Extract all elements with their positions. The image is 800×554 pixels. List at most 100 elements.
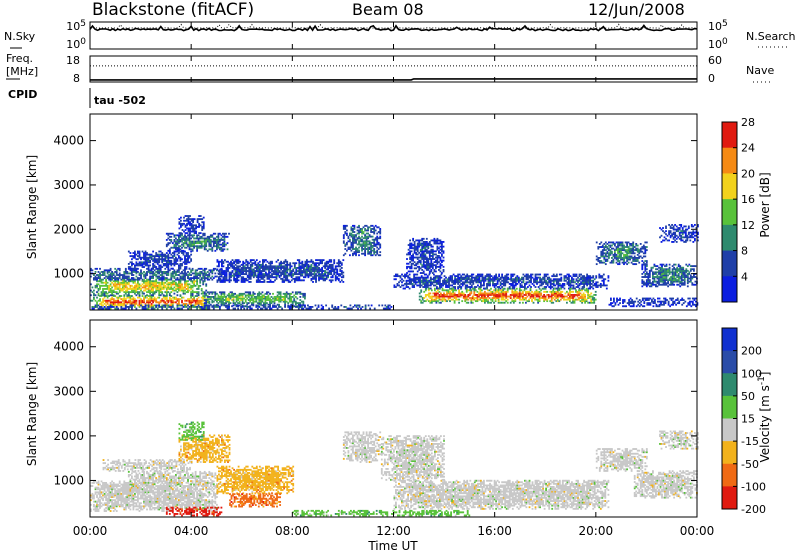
data-cell — [536, 276, 538, 279]
data-cell — [182, 304, 185, 307]
data-cell — [290, 306, 293, 308]
data-cell — [488, 294, 491, 296]
data-cell — [583, 276, 586, 279]
data-cell — [534, 273, 537, 276]
data-cell — [111, 291, 114, 294]
data-cell — [181, 286, 183, 289]
data-cell — [327, 271, 330, 274]
data-cell — [191, 277, 194, 280]
data-cell — [185, 259, 188, 262]
data-cell — [479, 287, 482, 290]
data-cell — [147, 278, 150, 281]
data-cell — [105, 275, 108, 278]
data-cell — [549, 284, 552, 287]
data-cell — [100, 307, 103, 310]
data-cell — [569, 275, 572, 278]
data-cell — [298, 262, 301, 265]
data-cell — [149, 304, 152, 307]
data-cell — [267, 303, 270, 306]
data-cell — [162, 272, 165, 275]
data-cell — [460, 279, 463, 282]
data-cell — [147, 261, 150, 264]
data-cell — [138, 252, 141, 254]
data-cell — [228, 274, 231, 277]
data-cell — [229, 297, 232, 300]
data-cell — [105, 288, 108, 290]
data-cell — [599, 286, 602, 288]
data-cell — [112, 284, 115, 287]
data-cell — [352, 252, 354, 255]
data-cell — [118, 286, 121, 289]
data-cell — [379, 235, 382, 238]
data-cell — [200, 292, 203, 295]
data-cell — [522, 286, 525, 288]
data-cell — [465, 298, 468, 301]
data-cell — [336, 268, 339, 271]
data-cell — [190, 288, 193, 290]
data-cell — [370, 254, 373, 257]
data-cell — [476, 300, 479, 303]
data-cell — [237, 260, 240, 263]
data-cell — [135, 289, 138, 292]
data-cell — [184, 280, 186, 283]
data-cell — [161, 307, 164, 310]
noise-panel: N.Sky 105 100 105 100 N.Search — [4, 19, 796, 51]
data-cell — [263, 281, 266, 283]
data-cell — [284, 299, 287, 301]
data-cell — [607, 276, 610, 279]
data-cell — [170, 281, 173, 284]
data-cell — [212, 297, 215, 300]
data-cell — [521, 284, 523, 287]
data-cell — [344, 243, 347, 246]
data-cell — [164, 253, 167, 256]
data-cell — [423, 281, 426, 284]
data-cell — [370, 241, 373, 244]
data-cell — [284, 296, 287, 298]
data-cell — [283, 274, 286, 277]
data-cell — [138, 256, 141, 259]
data-cell — [105, 304, 108, 307]
data-cell — [321, 276, 324, 279]
data-cell — [318, 270, 320, 272]
data-cell — [364, 254, 367, 257]
data-cell — [111, 278, 114, 281]
data-cell — [143, 289, 145, 292]
data-cell — [289, 274, 292, 277]
data-cell — [278, 303, 281, 306]
data-cell — [583, 283, 586, 285]
data-cell — [419, 276, 422, 279]
data-cell — [604, 278, 607, 281]
data-cell — [216, 306, 218, 308]
data-cell — [199, 272, 202, 275]
data-cell — [185, 304, 188, 307]
data-cell — [358, 229, 360, 232]
data-cell — [508, 286, 511, 288]
data-cell — [135, 275, 138, 278]
data-cell — [152, 259, 155, 262]
data-cell — [194, 299, 197, 302]
data-cell — [419, 283, 422, 285]
data-cell — [410, 279, 413, 282]
data-cell — [257, 273, 260, 276]
data-cell — [209, 235, 212, 238]
data-cell — [469, 281, 472, 284]
data-cell — [170, 263, 173, 265]
data-cell — [463, 273, 466, 276]
data-cell — [103, 294, 106, 297]
data-cell — [144, 304, 147, 307]
data-cell — [102, 278, 104, 281]
data-cell — [182, 277, 185, 280]
data-cell — [364, 251, 367, 254]
data-cell — [97, 292, 100, 295]
data-cell — [511, 284, 514, 287]
data-cell — [247, 299, 250, 301]
data-cell — [188, 255, 191, 258]
data-cell — [330, 273, 333, 276]
data-cell — [195, 226, 198, 228]
data-cell — [173, 259, 176, 262]
data-cell — [188, 261, 191, 264]
data-cell — [200, 277, 203, 280]
data-cell — [218, 270, 220, 272]
data-cell — [505, 297, 508, 299]
data-cell — [429, 281, 432, 284]
